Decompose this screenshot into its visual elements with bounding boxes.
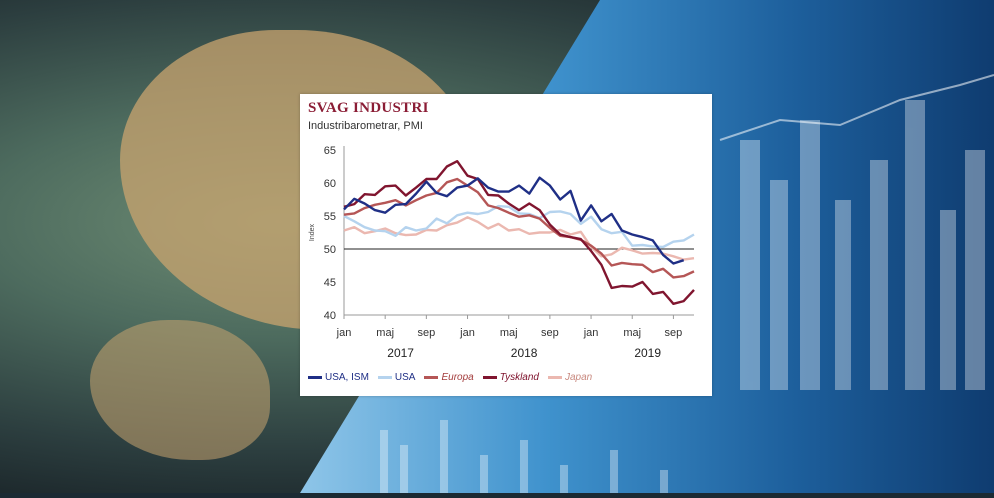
chart-card: SVAG INDUSTRI Industribarometrar, PMI 40… — [300, 94, 712, 396]
series-line-tyskland — [343, 160, 695, 305]
background-map-land — [90, 320, 270, 460]
legend-swatch — [308, 376, 322, 379]
legend-label: Tyskland — [499, 372, 539, 383]
legend-label: Japan — [565, 372, 593, 383]
legend-item: Japan — [548, 372, 592, 383]
x-year-label: 2017 — [387, 346, 414, 360]
y-tick-label: 40 — [324, 310, 336, 322]
y-tick-label: 50 — [324, 244, 336, 256]
legend-label: USA, ISM — [325, 372, 369, 383]
y-tick-label: 55 — [324, 211, 336, 223]
y-axis-label: Index — [309, 223, 316, 241]
x-tick-label: sep — [541, 327, 559, 339]
chart-plot: 40 45 50 55 60 65 Index jan maj sep jan maj sep jan ma… — [309, 145, 695, 360]
series-line-usa-ism — [343, 176, 685, 265]
series-line-japan — [343, 216, 695, 261]
chart-legend: USA, ISM USA Europa Tyskland Japan — [308, 372, 592, 383]
legend-swatch — [482, 376, 497, 379]
legend-item: Europa — [424, 372, 474, 383]
chart-subtitle: Industribarometrar, PMI — [308, 120, 423, 132]
series-line-usa — [343, 204, 695, 249]
legend-label: Europa — [441, 372, 474, 383]
x-year-label: 2018 — [511, 346, 538, 360]
x-year-label: 2019 — [634, 346, 661, 360]
chart-title: SVAG INDUSTRI — [308, 100, 429, 116]
legend-swatch — [377, 376, 392, 379]
x-tick-label: maj — [623, 327, 641, 339]
y-tick-label: 65 — [324, 145, 336, 157]
y-tick-label: 60 — [324, 178, 336, 190]
x-tick-label: maj — [500, 327, 518, 339]
x-tick-label: maj — [376, 327, 394, 339]
x-tick-label: jan — [583, 327, 599, 339]
y-tick-label: 45 — [324, 277, 336, 289]
legend-item: Tyskland — [482, 372, 539, 383]
legend-item: USA — [377, 372, 416, 383]
x-tick-label: jan — [336, 327, 352, 339]
x-tick-label: sep — [417, 327, 435, 339]
legend-swatch — [424, 376, 439, 379]
legend-swatch — [548, 376, 562, 379]
x-tick-label: jan — [459, 327, 475, 339]
legend-item: USA, ISM — [308, 372, 369, 383]
x-tick-label: sep — [665, 327, 683, 339]
legend-label: USA — [394, 372, 416, 383]
